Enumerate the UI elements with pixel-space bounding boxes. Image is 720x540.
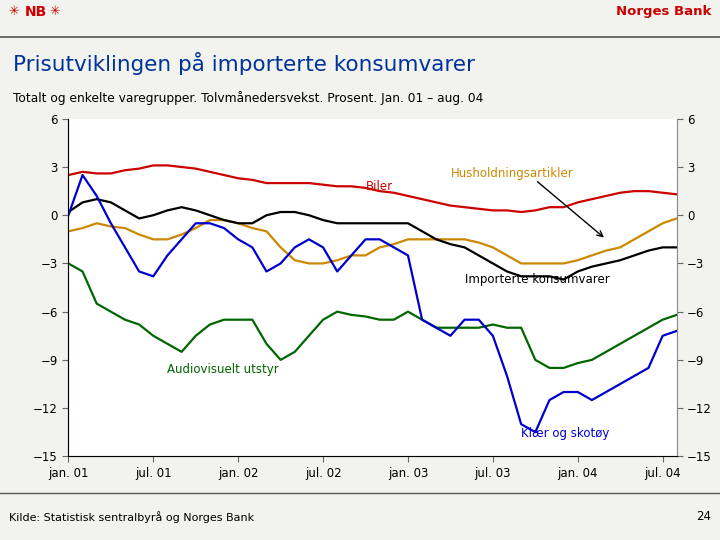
Text: ✳: ✳ bbox=[9, 5, 19, 18]
Text: Prisutviklingen på importerte konsumvarer: Prisutviklingen på importerte konsumvare… bbox=[13, 52, 475, 75]
Text: Kilde: Statistisk sentralbyrå og Norges Bank: Kilde: Statistisk sentralbyrå og Norges … bbox=[9, 511, 253, 523]
Text: Totalt og enkelte varegrupper. Tolvmånedersvekst. Prosent. Jan. 01 – aug. 04: Totalt og enkelte varegrupper. Tolvmåned… bbox=[13, 91, 483, 105]
Text: Audiovisuelt utstyr: Audiovisuelt utstyr bbox=[168, 363, 279, 376]
Text: Importerte konsumvarer: Importerte konsumvarer bbox=[464, 273, 609, 286]
Text: Biler: Biler bbox=[366, 179, 392, 193]
Text: Klær og skotøy: Klær og skotøy bbox=[521, 427, 610, 440]
Text: NB: NB bbox=[25, 5, 48, 19]
Text: ✳: ✳ bbox=[49, 5, 60, 18]
Text: Husholdningsartikler: Husholdningsartikler bbox=[451, 167, 573, 180]
Text: 24: 24 bbox=[696, 510, 711, 523]
Text: Norges Bank: Norges Bank bbox=[616, 5, 711, 18]
